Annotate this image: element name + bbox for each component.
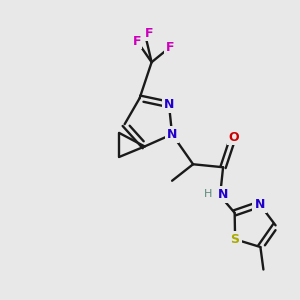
Text: F: F (132, 35, 141, 48)
Text: S: S (231, 233, 240, 246)
Text: O: O (228, 131, 239, 144)
Text: N: N (164, 98, 174, 111)
Text: F: F (165, 41, 174, 54)
Text: N: N (254, 198, 265, 211)
Text: N: N (218, 188, 228, 201)
Text: F: F (144, 27, 153, 40)
Text: H: H (204, 189, 212, 199)
Text: N: N (167, 128, 177, 141)
